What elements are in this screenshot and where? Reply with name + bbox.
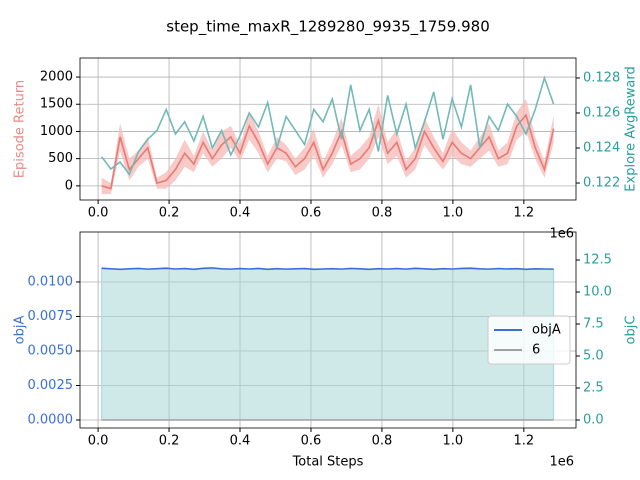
x-tick-label: 1.0 bbox=[443, 206, 464, 221]
y-tick-label: 0.0050 bbox=[28, 343, 74, 358]
y-tick-label: 2000 bbox=[40, 70, 73, 85]
y2-tick-label: 0.126 bbox=[583, 105, 620, 120]
x-offset-label: 1e6 bbox=[549, 227, 574, 242]
y2-tick-label: 2.5 bbox=[583, 381, 604, 396]
error-band bbox=[101, 98, 554, 195]
y2-axis-label: Explore AvgReward bbox=[624, 66, 639, 191]
x-tick-label: 0.2 bbox=[159, 206, 180, 221]
y2-tick-label: 0.128 bbox=[583, 70, 620, 85]
x-tick-label: 1.2 bbox=[514, 434, 535, 449]
y2-tick-label: 12.5 bbox=[583, 253, 612, 268]
x-tick-label: 1.2 bbox=[514, 206, 535, 221]
x-tick-label: 0.8 bbox=[372, 434, 393, 449]
line bbox=[101, 267, 554, 271]
plot-area bbox=[101, 75, 555, 195]
legend-label: objA bbox=[532, 323, 561, 338]
y-tick-label: 0.0100 bbox=[28, 274, 74, 289]
y-tick-label: 1500 bbox=[40, 97, 73, 112]
y-tick-label: 0.0025 bbox=[28, 378, 74, 393]
y2-axis-label: objC bbox=[624, 316, 639, 345]
x-tick-label: 0.0 bbox=[88, 206, 109, 221]
x-tick-label: 0.4 bbox=[230, 434, 251, 449]
y-tick-label: 500 bbox=[48, 151, 73, 166]
line bbox=[101, 113, 555, 190]
y2-tick-label: 10.0 bbox=[583, 285, 612, 300]
x-tick-label: 0.6 bbox=[301, 434, 322, 449]
area bbox=[101, 268, 555, 421]
legend-box bbox=[487, 315, 571, 365]
axes-frame bbox=[79, 231, 577, 429]
y-tick-label: 0.0000 bbox=[28, 412, 74, 427]
y-axis-label: objA bbox=[13, 316, 28, 345]
y2-tick-label: 0.122 bbox=[583, 176, 620, 191]
y-axis-label: Episode Return bbox=[13, 80, 28, 178]
x-axis-label: Total Steps bbox=[292, 455, 364, 470]
legend-label: 6 bbox=[532, 343, 540, 358]
x-tick-label: 0.6 bbox=[301, 206, 322, 221]
plot-area bbox=[101, 267, 555, 421]
chart-title: step_time_maxR_1289280_9935_1759.980 bbox=[166, 18, 490, 37]
y-tick-label: 0 bbox=[65, 178, 73, 193]
y-tick-label: 1000 bbox=[40, 124, 73, 139]
y2-tick-label: 7.5 bbox=[583, 317, 604, 332]
x-tick-label: 0.8 bbox=[372, 206, 393, 221]
x-tick-label: 1.0 bbox=[443, 434, 464, 449]
y-tick-label: 0.0075 bbox=[28, 309, 74, 324]
x-tick-label: 0.2 bbox=[159, 434, 180, 449]
axes-frame bbox=[79, 57, 577, 201]
y2-tick-label: 0.0 bbox=[583, 413, 604, 428]
x-offset-label: 1e6 bbox=[549, 455, 574, 470]
y2-tick-label: 0.124 bbox=[583, 140, 620, 155]
x-tick-label: 0.4 bbox=[230, 206, 251, 221]
x-tick-label: 0.0 bbox=[88, 434, 109, 449]
y2-tick-label: 5.0 bbox=[583, 349, 604, 364]
line bbox=[101, 75, 555, 176]
